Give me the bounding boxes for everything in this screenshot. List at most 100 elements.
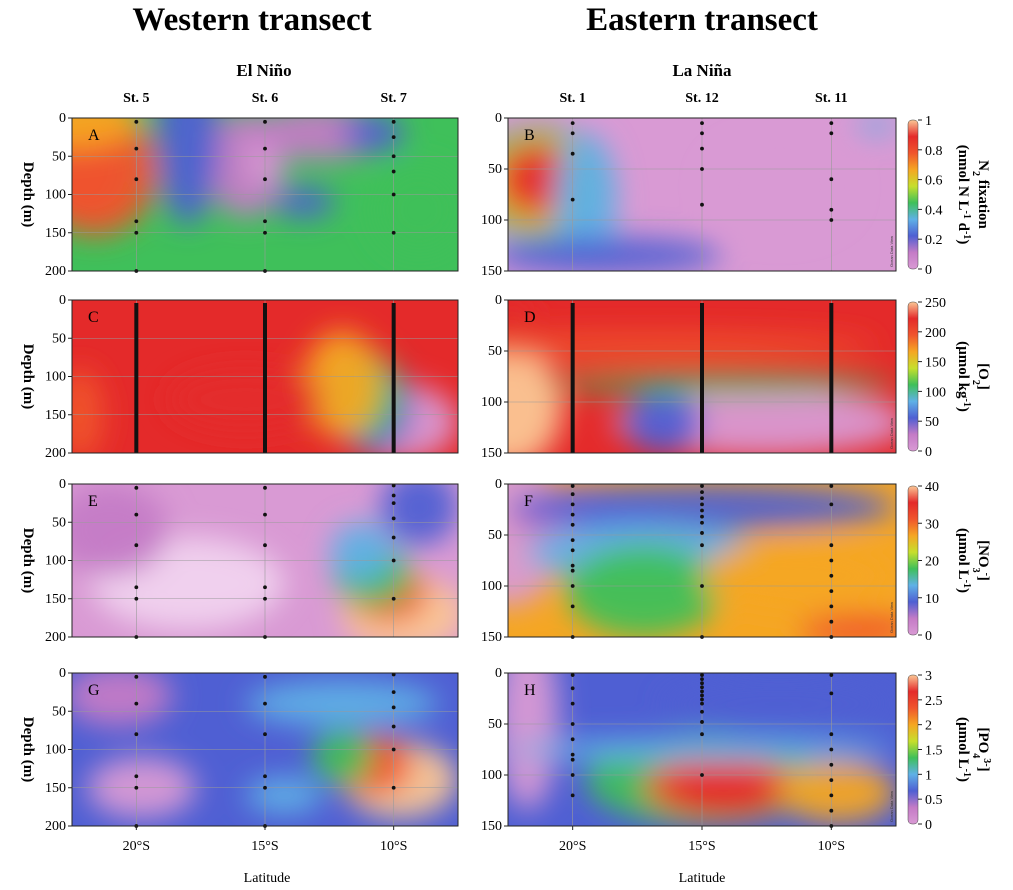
sample-point — [829, 543, 834, 548]
sample-point — [700, 685, 704, 690]
colorbar-tick-label: 30 — [925, 517, 939, 532]
sample-point — [829, 793, 834, 798]
colorbar-row-2: 0 10 20 30 40 [NO3-](µmol L-1) — [907, 480, 993, 644]
western-x-axis-label: Latitude — [244, 871, 291, 886]
y-tick-label: 150 — [481, 630, 502, 645]
colorbar-variable-label: N2 fixation — [971, 160, 992, 229]
y-tick-label: 50 — [52, 331, 66, 346]
sample-point — [134, 543, 139, 548]
sample-point — [134, 774, 139, 779]
colorbar-unit-label: (nmol N L-1 d-1) — [955, 145, 973, 245]
colorbar-tick-label: 20 — [925, 555, 939, 570]
colorbar-unit-label: (µmol L-1) — [955, 528, 973, 593]
y-tick-label: 0 — [495, 293, 502, 308]
x-tick-label: 20°S — [123, 839, 150, 854]
x-tick-label: 20°S — [559, 839, 586, 854]
sample-point — [700, 720, 704, 724]
colorbar-label: [PO43-](µmol L-1) — [955, 717, 993, 782]
colorbar-tick-label: 50 — [925, 415, 939, 430]
y-tick-label: 50 — [52, 704, 66, 719]
sample-point — [134, 219, 139, 224]
western-phase-label: El Niño — [236, 61, 291, 80]
y-tick-label: 100 — [45, 554, 66, 569]
y-tick-label: 0 — [495, 111, 502, 126]
sample-point — [570, 484, 575, 488]
sample-point — [134, 585, 139, 590]
sample-point — [570, 673, 575, 677]
sample-point — [570, 563, 575, 568]
sample-point — [570, 701, 575, 706]
y-tick-label: 100 — [45, 370, 66, 385]
sample-point — [700, 490, 704, 495]
sample-point — [829, 762, 834, 767]
colorbar-tick-label: 0 — [925, 818, 932, 833]
y-tick-label: 0 — [59, 293, 66, 308]
sample-point — [570, 502, 575, 507]
depth-axis-label: Depth (m) — [20, 717, 36, 782]
sample-point — [391, 516, 396, 521]
panel-letter: F — [524, 493, 533, 510]
panel-letter: C — [88, 309, 99, 326]
sample-point — [570, 512, 575, 517]
colorbar-tick-label: 0.8 — [925, 144, 943, 159]
sample-point — [570, 752, 575, 757]
sample-point — [570, 584, 575, 588]
sample-point — [570, 604, 575, 609]
colorbar-tick-label: 0.5 — [925, 793, 943, 808]
y-tick-label: 150 — [481, 264, 502, 279]
colorbar-variable-label: [PO43-] — [971, 727, 993, 771]
y-tick-label: 200 — [45, 819, 66, 834]
colorbar-tick-label: 1 — [925, 114, 932, 129]
sample-point — [391, 596, 396, 601]
panel-h: H 0 50 100 150 Ocean Data View 20°S 15°S 10°S — [481, 666, 897, 854]
sample-point — [263, 119, 267, 124]
colorbar — [907, 301, 919, 452]
sample-point — [700, 709, 704, 714]
sample-point — [570, 131, 575, 136]
panel-letter: G — [88, 682, 100, 699]
sample-point — [134, 230, 139, 235]
colorbar-tick-label: 2.5 — [925, 694, 943, 709]
sample-point — [829, 207, 834, 212]
y-tick-label: 150 — [481, 819, 502, 834]
sample-point — [700, 121, 704, 125]
sample-point — [391, 493, 396, 498]
sample-point — [570, 686, 575, 691]
sample-point — [700, 701, 704, 706]
sample-point — [263, 732, 267, 737]
sample-point — [700, 167, 704, 171]
colorbar-tick-label: 200 — [925, 326, 946, 341]
panel-f-field — [508, 484, 896, 637]
y-tick-label: 100 — [45, 188, 66, 203]
sample-point — [829, 573, 834, 578]
sample-point — [829, 604, 834, 609]
sample-point — [700, 732, 704, 737]
sample-point — [829, 691, 834, 696]
depth-axis-label: Depth (m) — [20, 528, 36, 593]
sample-point — [700, 484, 704, 488]
y-tick-label: 0 — [59, 666, 66, 681]
eastern-phase-label: La Niña — [672, 61, 732, 80]
y-tick-label: 50 — [52, 515, 66, 530]
sample-point — [829, 558, 834, 563]
odv-watermark: Ocean Data View — [889, 236, 894, 267]
sample-point — [700, 508, 704, 513]
sample-point — [570, 548, 575, 553]
sample-point — [391, 785, 396, 790]
panel-letter: E — [88, 493, 98, 510]
colorbar-row-3: 0 0.5 1 1.5 2 2.5 3 [PO43-](µmol L-1) — [907, 669, 993, 833]
station-label: St. 1 — [559, 91, 585, 106]
colorbar-tick-label: 2 — [925, 719, 932, 734]
sample-point — [570, 793, 575, 798]
sample-point — [134, 596, 139, 601]
x-tick-label: 15°S — [688, 839, 715, 854]
sample-point — [829, 121, 834, 125]
sample-point — [829, 619, 834, 624]
sample-point — [134, 701, 139, 706]
sample-point — [391, 747, 396, 752]
panel-frame — [507, 483, 897, 638]
y-tick-label: 50 — [488, 344, 502, 359]
sample-point — [263, 146, 267, 151]
panel-f: F 0 50 100 150 Ocean Data View — [481, 477, 897, 645]
sample-point — [263, 230, 267, 235]
